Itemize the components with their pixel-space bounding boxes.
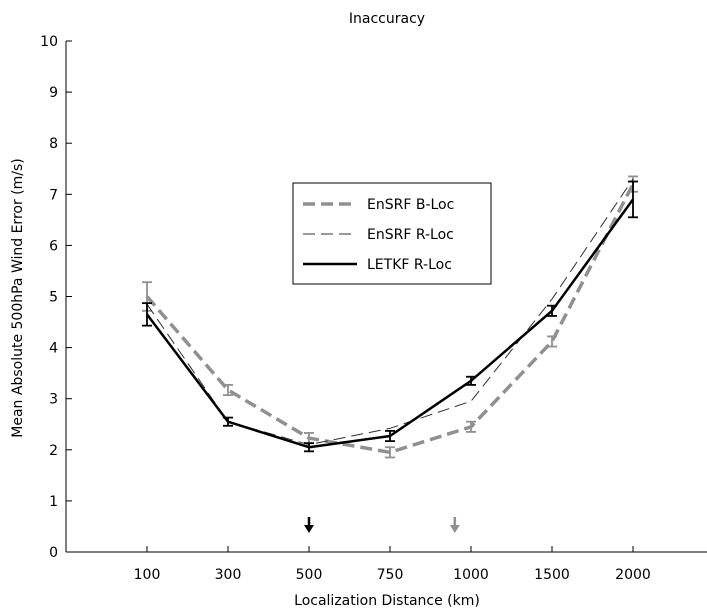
error-bar	[547, 304, 557, 317]
y-tick-label: 10	[40, 34, 58, 50]
legend-label-ensrf-b-loc: EnSRF B-Loc	[367, 197, 454, 213]
y-tick-label: 4	[49, 341, 58, 357]
legend: EnSRF B-Loc EnSRF R-Loc LETKF R-Loc	[292, 182, 492, 285]
error-bar	[385, 446, 395, 459]
x-tick-label: 1500	[534, 567, 570, 583]
series-letkf-r-loc	[142, 180, 638, 453]
x-tick-label: 300	[215, 567, 242, 583]
error-bar	[304, 442, 314, 453]
error-bar	[223, 384, 233, 397]
error-bar	[466, 420, 476, 433]
y-tick-label: 3	[49, 392, 58, 408]
x-tick-label: 2000	[615, 567, 651, 583]
x-tick-label: 500	[296, 567, 323, 583]
series-layer	[142, 175, 638, 459]
error-bar	[223, 416, 233, 427]
y-tick-label: 2	[49, 443, 58, 459]
x-axis-label: Localization Distance (km)	[294, 593, 480, 609]
marker-layer	[304, 517, 460, 533]
chart-title: Inaccuracy	[349, 11, 425, 27]
error-bar	[142, 302, 152, 327]
series-ensrf-r-loc	[146, 178, 634, 446]
y-axis-label: Mean Absolute 500hPa Wind Error (m/s)	[10, 158, 26, 437]
legend-label-ensrf-r-loc: EnSRF R-Loc	[367, 227, 454, 243]
y-tick-label: 7	[49, 187, 58, 203]
error-bar	[385, 429, 395, 443]
y-tick-label: 9	[49, 85, 58, 101]
legend-label-letkf-r-loc: LETKF R-Loc	[367, 257, 452, 273]
arrow-head	[304, 525, 314, 533]
y-tick-label: 1	[49, 494, 58, 510]
axes: 0 1 2 3 4 5 6 7 8 9 10 100 300 500 750 1000 1500 2000	[40, 34, 707, 583]
y-tick-label: 5	[49, 290, 58, 306]
optimal-distance-arrow	[449, 517, 460, 533]
series-line	[146, 178, 634, 446]
y-tick-label: 6	[49, 238, 58, 254]
error-bar	[547, 335, 557, 348]
error-bar	[466, 375, 476, 386]
x-tick-label: 100	[134, 567, 161, 583]
y-tick-label: 0	[49, 545, 58, 561]
arrow-head	[449, 525, 460, 533]
error-bar	[628, 180, 638, 219]
optimal-distance-arrow	[304, 517, 314, 533]
x-tick-label: 750	[377, 567, 404, 583]
x-tick-label: 1000	[453, 567, 489, 583]
y-tick-label: 8	[49, 136, 58, 152]
